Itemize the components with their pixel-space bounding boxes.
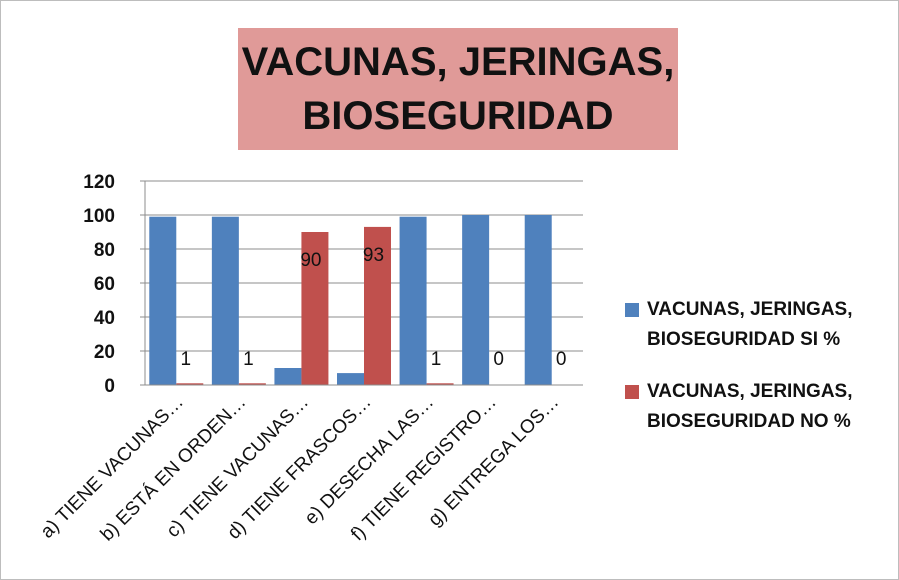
data-label: 90 (300, 250, 321, 271)
bar (274, 368, 302, 385)
legend-swatch (625, 385, 639, 399)
legend-item: VACUNAS, JERINGAS, BIOSEGURIDAD SI % (625, 295, 885, 355)
legend-swatch (625, 303, 639, 317)
bar (337, 373, 364, 385)
bar (462, 215, 490, 385)
bar (176, 383, 204, 385)
data-label: 1 (431, 349, 442, 370)
data-label: 0 (556, 349, 567, 370)
data-label: 93 (363, 245, 384, 266)
bar (211, 216, 239, 385)
data-label: 1 (243, 349, 254, 370)
data-label: 1 (180, 349, 191, 370)
bar (524, 215, 552, 385)
chart-title: VACUNAS, JERINGAS, BIOSEGURIDAD (238, 28, 678, 150)
y-tick-label: 120 (83, 172, 115, 193)
bar (149, 216, 177, 385)
data-label: 0 (493, 349, 504, 370)
legend-label: VACUNAS, JERINGAS, BIOSEGURIDAD SI % (647, 299, 853, 350)
y-tick-label: 80 (94, 240, 115, 261)
y-tick-label: 20 (94, 342, 115, 363)
y-tick-label: 60 (94, 274, 115, 295)
legend-label: VACUNAS, JERINGAS, BIOSEGURIDAD NO % (647, 381, 853, 432)
y-tick-label: 0 (104, 376, 115, 397)
bar (399, 216, 427, 385)
bar (301, 232, 329, 385)
legend-item: VACUNAS, JERINGAS, BIOSEGURIDAD NO % (625, 377, 885, 437)
y-tick-label: 100 (83, 206, 115, 227)
bar (238, 383, 266, 385)
y-tick-label: 40 (94, 308, 115, 329)
bar (426, 383, 454, 385)
bar (364, 226, 391, 385)
